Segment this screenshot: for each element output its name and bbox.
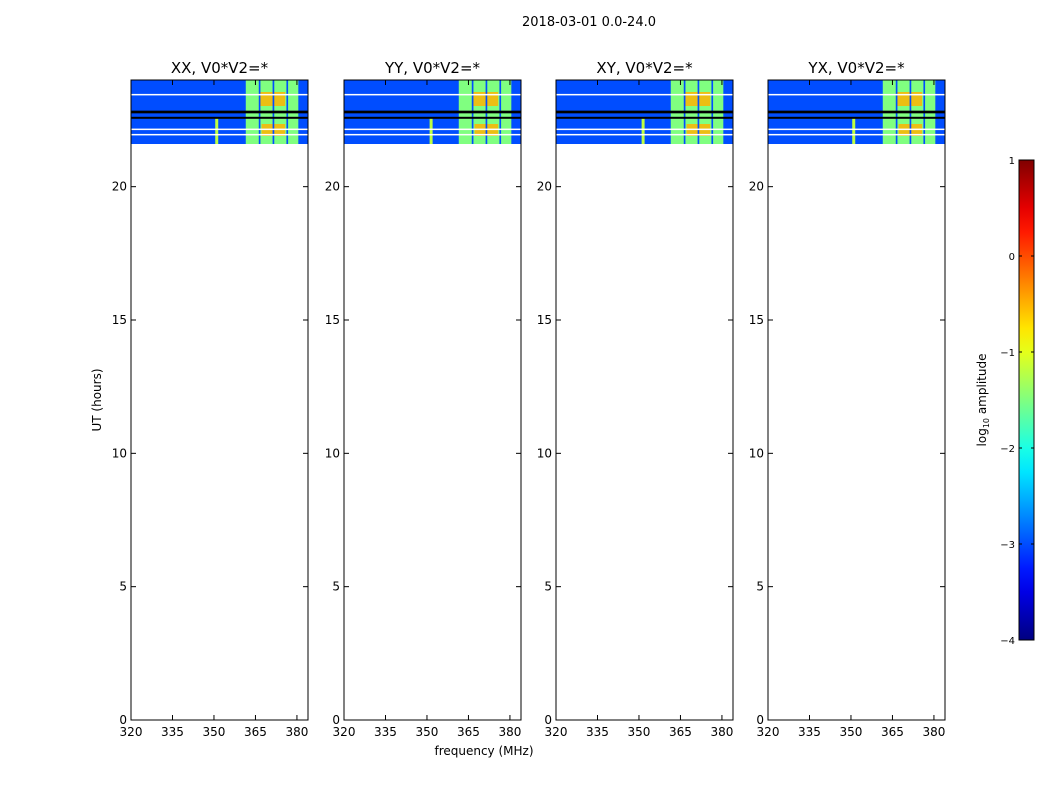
data-gap [344, 110, 521, 114]
data-white-line [344, 128, 521, 131]
y-tick-label: 5 [544, 580, 552, 594]
data-white-line [556, 128, 733, 131]
x-tick-label: 380 [285, 725, 308, 739]
y-tick-label: 10 [749, 446, 764, 460]
data-gap [131, 110, 308, 114]
spectrogram-image [131, 80, 308, 144]
data-white-line [768, 93, 945, 96]
colorbar-tick-label: −1 [1000, 348, 1015, 359]
panel-title: YX, V0*V2=* [807, 59, 905, 77]
colorbar-gradient [1018, 159, 1035, 641]
y-axis-label: UT (hours) [90, 368, 104, 431]
data-white-line [768, 133, 945, 136]
panel-title: YY, V0*V2=* [384, 59, 481, 77]
y-tick-label: 10 [537, 446, 552, 460]
y-tick-label: 10 [112, 446, 127, 460]
panel-title: XY, V0*V2=* [596, 59, 693, 77]
band-peak [683, 92, 711, 106]
panel-title: XX, V0*V2=* [171, 59, 269, 77]
data-white-line [131, 128, 308, 131]
y-tick-label: 5 [756, 580, 764, 594]
colorbar-label: log10 amplitude [975, 354, 991, 447]
x-tick-label: 350 [416, 725, 439, 739]
rfi-line [215, 118, 219, 144]
data-gap [768, 110, 945, 114]
y-tick-label: 15 [325, 313, 340, 327]
data-gap [768, 116, 945, 119]
x-tick-label: 335 [161, 725, 184, 739]
x-tick-label: 335 [586, 725, 609, 739]
y-tick-label: 15 [749, 313, 764, 327]
y-tick-label: 5 [119, 580, 127, 594]
x-tick-label: 380 [498, 725, 521, 739]
colorbar-tick-label: −3 [1000, 540, 1015, 551]
rfi-line [429, 118, 433, 144]
data-white-line [556, 93, 733, 96]
y-tick-label: 0 [119, 713, 127, 727]
x-tick-label: 350 [628, 725, 651, 739]
panel-1: XX, V0*V2=* 320 335 350 365 380 0 5 10 15 20 [112, 59, 309, 739]
data-white-line [131, 93, 308, 96]
y-tick-label: 20 [112, 180, 127, 194]
panel-frame [343, 79, 522, 721]
data-white-line [131, 133, 308, 136]
x-tick-label: 365 [244, 725, 267, 739]
data-white-line [556, 133, 733, 136]
x-tick-label: 320 [545, 725, 568, 739]
x-tick-label: 380 [710, 725, 733, 739]
spectrogram-image [344, 80, 521, 144]
panel-4: YX, V0*V2=* 320 335 350 365 380 0 5 10 15 20 [749, 59, 946, 739]
y-tick-label: 10 [325, 446, 340, 460]
y-tick-label: 15 [537, 313, 552, 327]
panel-2: YY, V0*V2=* 320 335 350 365 380 0 5 10 15 20 [325, 59, 522, 739]
x-tick-label: 365 [881, 725, 904, 739]
data-gap [344, 116, 521, 119]
x-tick-label: 380 [922, 725, 945, 739]
panel-frame [767, 79, 946, 721]
x-tick-label: 350 [203, 725, 226, 739]
colorbar-tick-label: −2 [1000, 444, 1015, 455]
y-tick-label: 20 [537, 180, 552, 194]
x-tick-label: 350 [840, 725, 863, 739]
y-tick-label: 15 [112, 313, 127, 327]
data-gap [131, 116, 308, 119]
band-peak [258, 92, 286, 106]
panel-frame [130, 79, 309, 721]
data-gap [556, 110, 733, 114]
panel-frame [555, 79, 734, 721]
band-peak [895, 92, 923, 106]
y-tick-label: 0 [332, 713, 340, 727]
colorbar-tick-label: −4 [1000, 636, 1015, 647]
data-gap [556, 116, 733, 119]
band-peak [471, 92, 499, 106]
y-tick-label: 20 [749, 180, 764, 194]
data-white-line [344, 93, 521, 96]
x-tick-label: 320 [120, 725, 143, 739]
x-axis-label: frequency (MHz) [434, 744, 533, 758]
panel-3: XY, V0*V2=* 320 335 350 365 380 0 5 10 15 20 [537, 59, 734, 739]
y-tick-label: 20 [325, 180, 340, 194]
colorbar-tick-label: 1 [1009, 156, 1015, 167]
x-tick-label: 365 [457, 725, 480, 739]
data-white-line [344, 133, 521, 136]
x-tick-label: 320 [333, 725, 356, 739]
rfi-line [641, 118, 645, 144]
y-tick-label: 5 [332, 580, 340, 594]
colorbar-tick-label: 0 [1009, 252, 1015, 263]
spectrogram-image [556, 80, 733, 144]
colorbar: 1 0 −1 −2 −3 −4 [1000, 156, 1035, 647]
figure-suptitle: 2018-03-01 0.0-24.0 [522, 15, 656, 30]
x-tick-label: 335 [374, 725, 397, 739]
data-white-line [768, 128, 945, 131]
rfi-line [852, 118, 856, 144]
x-tick-label: 365 [669, 725, 692, 739]
x-tick-label: 320 [757, 725, 780, 739]
y-tick-label: 0 [756, 713, 764, 727]
x-tick-label: 335 [798, 725, 821, 739]
y-tick-label: 0 [544, 713, 552, 727]
spectrogram-image [768, 80, 945, 144]
